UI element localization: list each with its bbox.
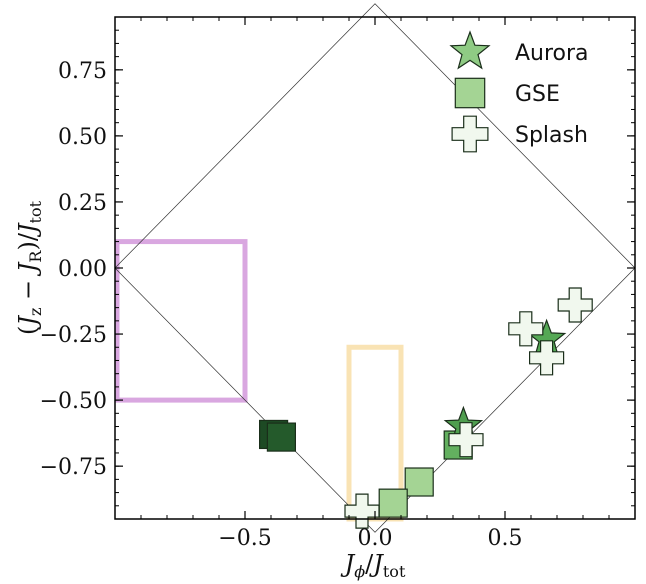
boundary-line bbox=[114, 3, 636, 533]
gse-point-3 bbox=[404, 467, 434, 497]
x-tick-label: 0.0 bbox=[358, 526, 393, 551]
y-tick-label: −0.25 bbox=[40, 323, 107, 348]
legend-label-gse: GSE bbox=[515, 82, 560, 107]
legend-marker-splash bbox=[451, 115, 489, 153]
legend-marker-aurora bbox=[449, 30, 491, 70]
splash-point-1 bbox=[508, 311, 544, 347]
x-tick-label: −0.5 bbox=[218, 526, 271, 551]
plot-background bbox=[115, 17, 635, 519]
y-tick-label: 0.25 bbox=[58, 191, 107, 216]
y-tick-label: 0.50 bbox=[58, 125, 107, 150]
y-axis-label: (Jz − JR)/Jtot bbox=[14, 200, 45, 335]
legend-label-splash: Splash bbox=[515, 123, 588, 148]
gse-point-4 bbox=[378, 488, 408, 518]
splash-point-3 bbox=[448, 422, 484, 458]
splash-point-0 bbox=[557, 287, 593, 323]
gse-point-1 bbox=[266, 422, 296, 452]
y-tick-label: 0.00 bbox=[58, 257, 107, 282]
axis-ticks: −0.5 0.0 0.5 0.75 0.50 0.25 0.00 −0.25 −0.50 −0.7… bbox=[40, 17, 635, 551]
legend: Aurora GSE Splash bbox=[449, 30, 589, 153]
y-tick-label: 0.75 bbox=[58, 59, 107, 84]
y-tick-label: −0.50 bbox=[40, 389, 107, 414]
boundary-diamond bbox=[114, 3, 636, 533]
x-axis-label: Jϕ/Jtot bbox=[340, 550, 406, 581]
data-points bbox=[259, 287, 593, 529]
x-tick-label: 0.5 bbox=[488, 526, 523, 551]
splash-point-2 bbox=[529, 340, 565, 376]
splash-point-4 bbox=[344, 493, 380, 529]
y-tick-label: −0.75 bbox=[40, 455, 107, 480]
legend-marker-gse bbox=[454, 77, 486, 109]
legend-label-aurora: Aurora bbox=[515, 41, 589, 66]
